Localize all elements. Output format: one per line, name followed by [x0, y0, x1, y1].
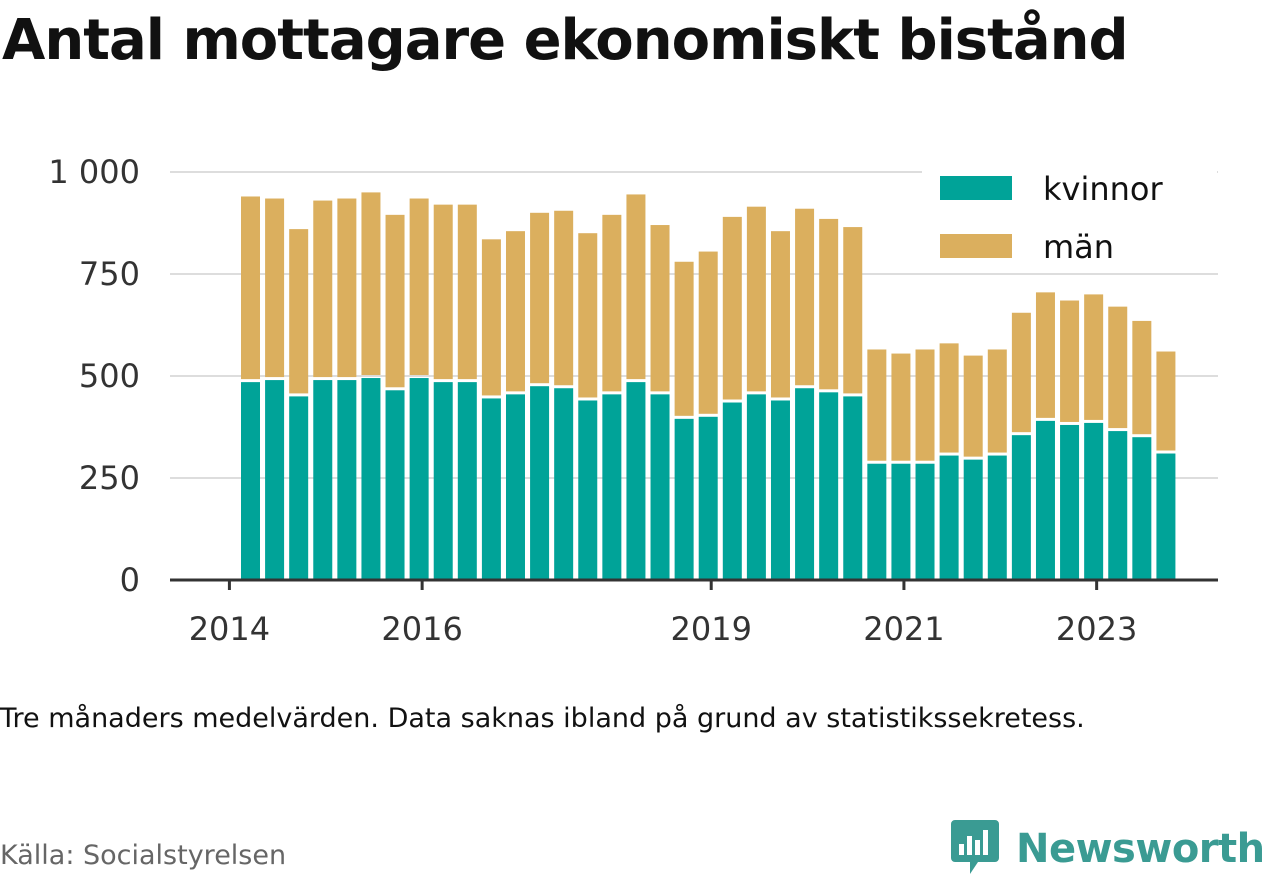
- bar-kvinnor: [722, 402, 742, 580]
- bar-man: [1035, 292, 1055, 418]
- bar-kvinnor: [505, 394, 525, 580]
- x-tick-label: 2016: [381, 610, 462, 648]
- bar-man: [530, 212, 550, 384]
- x-tick-label: 2021: [863, 610, 944, 648]
- bar-kvinnor: [602, 394, 622, 580]
- bar-man: [1060, 300, 1080, 422]
- bar-man: [265, 198, 285, 378]
- bar-kvinnor: [433, 382, 453, 580]
- bar-man: [578, 233, 598, 398]
- bar-kvinnor: [674, 418, 694, 580]
- bar-kvinnor: [1035, 420, 1055, 580]
- bar-kvinnor: [289, 396, 309, 580]
- bar-man: [843, 227, 863, 394]
- bar-kvinnor: [915, 463, 935, 580]
- bar-man: [987, 349, 1007, 453]
- bar-kvinnor: [963, 459, 983, 580]
- legend-label: kvinnor: [1043, 170, 1164, 208]
- bar-man: [241, 196, 260, 380]
- bar-kvinnor: [1011, 435, 1031, 580]
- x-tick-label: 2019: [670, 610, 751, 648]
- bar-kvinnor: [939, 455, 959, 580]
- bar-man: [1156, 351, 1176, 451]
- y-tick-label: 250: [79, 459, 140, 497]
- y-tick-label: 1 000: [48, 153, 140, 191]
- bar-kvinnor: [698, 416, 718, 580]
- brand-name: Newsworthy: [1016, 826, 1262, 872]
- bar-kvinnor: [1084, 422, 1104, 580]
- bar-man: [554, 210, 574, 386]
- bar-kvinnor: [337, 380, 357, 580]
- y-tick-label: 750: [79, 255, 140, 293]
- bar-kvinnor: [481, 398, 501, 580]
- bar-kvinnor: [650, 394, 670, 580]
- bar-man: [505, 231, 525, 392]
- bar-kvinnor: [891, 463, 911, 580]
- bar-man: [409, 198, 429, 376]
- bar-man: [939, 343, 959, 453]
- legend-label: män: [1043, 228, 1114, 266]
- bar-kvinnor: [867, 463, 887, 580]
- bar-kvinnor: [530, 386, 550, 580]
- bar-kvinnor: [385, 390, 405, 580]
- bar-man: [915, 349, 935, 461]
- bar-kvinnor: [313, 380, 333, 580]
- y-tick-label: 0: [120, 561, 140, 599]
- newsworthy-logo-icon: [950, 818, 1000, 880]
- bar-kvinnor: [1156, 453, 1176, 580]
- bar-man: [361, 192, 381, 376]
- newsworthy-brand[interactable]: Newsworthy: [950, 818, 1262, 880]
- chart-note: Tre månaders medelvärden. Data saknas ib…: [0, 703, 1085, 734]
- bar-kvinnor: [1060, 424, 1080, 580]
- bar-man: [433, 204, 453, 380]
- bar-kvinnor: [770, 400, 790, 580]
- bar-kvinnor: [457, 382, 477, 580]
- bar-kvinnor: [554, 388, 574, 580]
- bar-man: [626, 194, 646, 380]
- bar-man: [385, 214, 405, 388]
- bar-kvinnor: [795, 388, 815, 580]
- bar-man: [963, 355, 983, 457]
- bar-man: [337, 198, 357, 378]
- bar-man: [891, 353, 911, 461]
- bar-man: [313, 200, 333, 378]
- bar-man: [481, 239, 501, 396]
- bar-kvinnor: [578, 400, 598, 580]
- bar-man: [674, 261, 694, 416]
- bar-man: [1011, 312, 1031, 433]
- bar-man: [602, 214, 622, 392]
- bar-man: [1084, 294, 1104, 420]
- bar-kvinnor: [746, 394, 766, 580]
- bar-man: [650, 225, 670, 392]
- legend-swatch: [940, 234, 1012, 258]
- bar-man: [1132, 320, 1152, 435]
- x-tick-label: 2014: [189, 610, 270, 648]
- y-tick-label: 500: [79, 357, 140, 395]
- bar-man: [819, 218, 839, 390]
- bar-kvinnor: [987, 455, 1007, 580]
- bar-man: [289, 229, 309, 394]
- bar-kvinnor: [1108, 431, 1128, 580]
- bar-man: [746, 206, 766, 392]
- bar-kvinnor: [843, 396, 863, 580]
- source-credit: Källa: Socialstyrelsen: [0, 840, 287, 871]
- bar-man: [457, 204, 477, 380]
- x-tick-label: 2023: [1056, 610, 1137, 648]
- bar-man: [795, 208, 815, 386]
- bar-man: [1108, 306, 1128, 429]
- bar-kvinnor: [409, 378, 429, 580]
- bar-man: [867, 349, 887, 461]
- bar-man: [770, 231, 790, 398]
- bar-kvinnor: [626, 382, 646, 580]
- chart-title: Antal mottagare ekonomiskt bistånd: [2, 8, 1129, 73]
- legend-swatch: [940, 176, 1012, 200]
- bar-kvinnor: [1132, 437, 1152, 580]
- bar-man: [698, 251, 718, 414]
- stacked-bar-chart: 0 250 500 750 1 000 2014 2016 2019 2021 2023 kvinn…: [48, 153, 1218, 648]
- bar-kvinnor: [265, 380, 285, 580]
- bar-kvinnor: [241, 382, 260, 580]
- bar-kvinnor: [361, 378, 381, 580]
- bar-man: [722, 216, 742, 400]
- bar-kvinnor: [819, 392, 839, 580]
